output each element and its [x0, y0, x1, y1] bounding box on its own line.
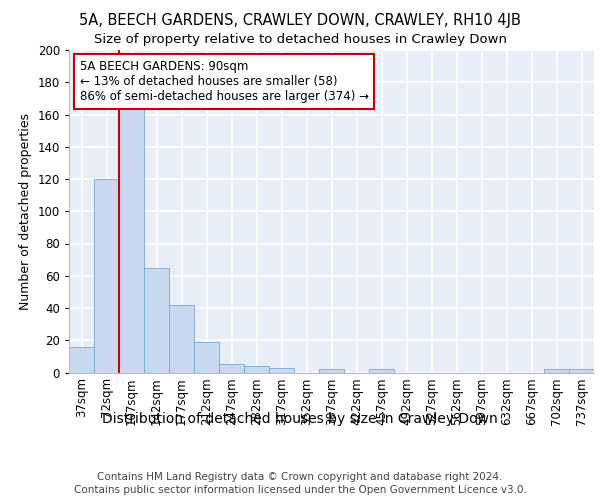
Bar [144, 268, 169, 372]
Bar [69, 346, 94, 372]
Text: Contains public sector information licensed under the Open Government Licence v3: Contains public sector information licen… [74, 485, 526, 495]
Text: 5A, BEECH GARDENS, CRAWLEY DOWN, CRAWLEY, RH10 4JB: 5A, BEECH GARDENS, CRAWLEY DOWN, CRAWLEY… [79, 12, 521, 28]
Bar [219, 364, 244, 372]
Text: Contains HM Land Registry data © Crown copyright and database right 2024.: Contains HM Land Registry data © Crown c… [97, 472, 503, 482]
Bar [119, 108, 144, 372]
Bar [244, 366, 269, 372]
Y-axis label: Number of detached properties: Number of detached properties [19, 113, 32, 310]
Bar [569, 370, 594, 372]
Text: Size of property relative to detached houses in Crawley Down: Size of property relative to detached ho… [94, 32, 506, 46]
Bar [544, 370, 569, 372]
Bar [269, 368, 294, 372]
Text: 5A BEECH GARDENS: 90sqm
← 13% of detached houses are smaller (58)
86% of semi-de: 5A BEECH GARDENS: 90sqm ← 13% of detache… [79, 60, 368, 102]
Text: Distribution of detached houses by size in Crawley Down: Distribution of detached houses by size … [102, 412, 498, 426]
Bar [94, 179, 119, 372]
Bar [194, 342, 219, 372]
Bar [319, 370, 344, 372]
Bar [169, 305, 194, 372]
Bar [369, 370, 394, 372]
